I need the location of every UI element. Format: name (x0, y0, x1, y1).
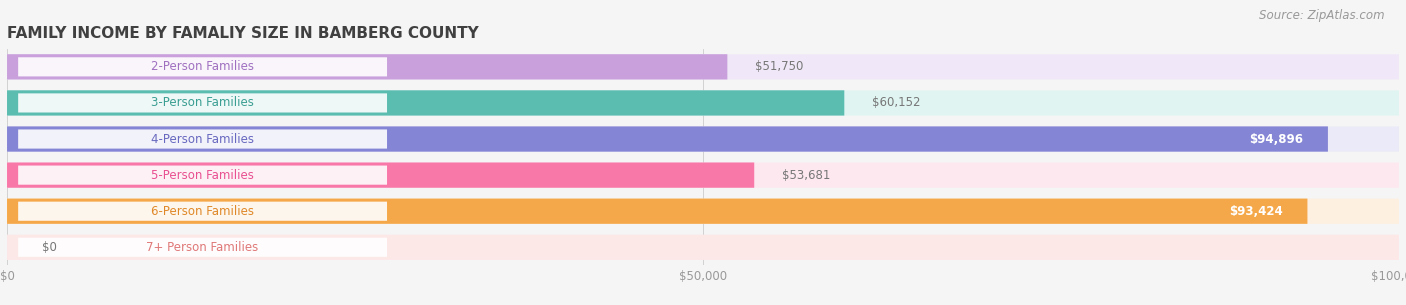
Text: Source: ZipAtlas.com: Source: ZipAtlas.com (1260, 9, 1385, 22)
FancyBboxPatch shape (7, 90, 845, 116)
FancyBboxPatch shape (18, 202, 387, 221)
FancyBboxPatch shape (7, 54, 727, 80)
FancyBboxPatch shape (7, 90, 1399, 116)
Text: $51,750: $51,750 (755, 60, 804, 73)
Text: $93,424: $93,424 (1229, 205, 1282, 218)
Text: 3-Person Families: 3-Person Families (152, 96, 254, 109)
Text: FAMILY INCOME BY FAMALIY SIZE IN BAMBERG COUNTY: FAMILY INCOME BY FAMALIY SIZE IN BAMBERG… (7, 26, 479, 41)
FancyBboxPatch shape (18, 93, 387, 113)
FancyBboxPatch shape (7, 163, 1399, 188)
Text: 7+ Person Families: 7+ Person Families (146, 241, 259, 254)
FancyBboxPatch shape (7, 54, 1399, 80)
Text: 4-Person Families: 4-Person Families (150, 133, 254, 145)
FancyBboxPatch shape (18, 57, 387, 77)
Text: $53,681: $53,681 (782, 169, 831, 181)
FancyBboxPatch shape (7, 199, 1308, 224)
FancyBboxPatch shape (18, 129, 387, 149)
Text: $60,152: $60,152 (872, 96, 921, 109)
FancyBboxPatch shape (7, 199, 1399, 224)
FancyBboxPatch shape (7, 235, 1399, 260)
FancyBboxPatch shape (18, 166, 387, 185)
Text: 6-Person Families: 6-Person Families (150, 205, 254, 218)
FancyBboxPatch shape (18, 238, 387, 257)
FancyBboxPatch shape (7, 126, 1327, 152)
FancyBboxPatch shape (7, 126, 1399, 152)
FancyBboxPatch shape (7, 163, 754, 188)
Text: $0: $0 (42, 241, 56, 254)
Text: $94,896: $94,896 (1249, 133, 1303, 145)
Text: 2-Person Families: 2-Person Families (150, 60, 254, 73)
Text: 5-Person Families: 5-Person Families (152, 169, 254, 181)
